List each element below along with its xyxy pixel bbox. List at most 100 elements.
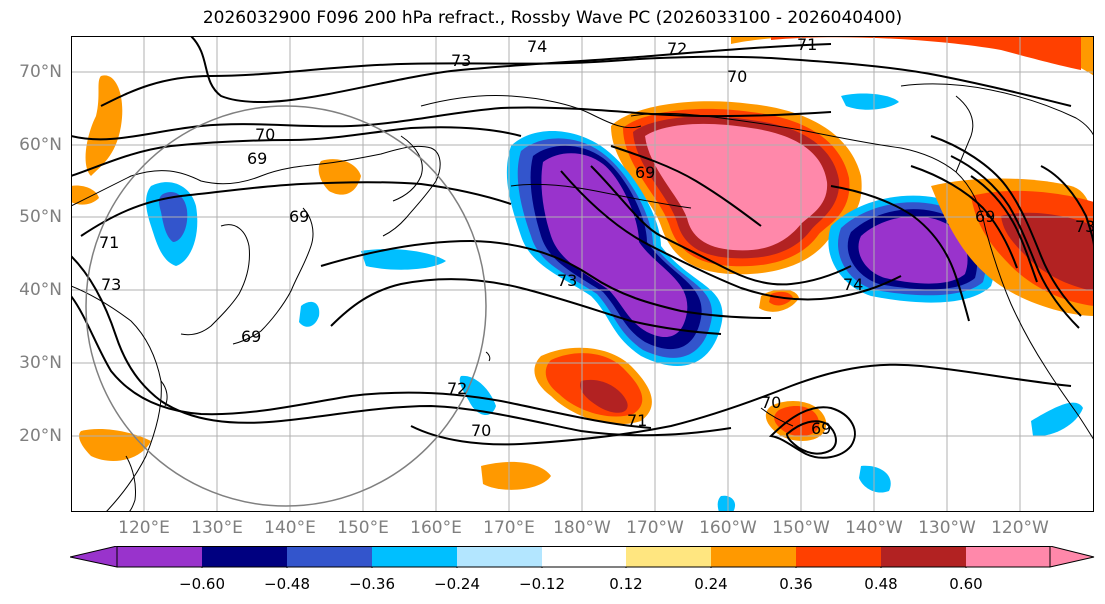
coastline-japan (232, 207, 314, 345)
colorbar (70, 546, 1095, 568)
negative-anomaly-patch (541, 153, 688, 338)
colorbar-tick-label: 0.60 (949, 575, 983, 593)
lon-label: 170°W (626, 518, 684, 538)
contour-label: 70 (761, 393, 781, 412)
coastline-aleutians (510, 183, 692, 209)
lat-label-50n: 50°N (19, 207, 62, 227)
contour-line (910, 165, 1018, 269)
contour-label: 71 (797, 36, 817, 54)
colorbar-segment (881, 546, 966, 567)
negative-anomaly-patch (1031, 402, 1083, 437)
colorbar-tick-label: 0.24 (694, 575, 728, 593)
contour-label: 74 (843, 275, 863, 294)
colorbar-segment (287, 546, 372, 567)
contour-line (785, 420, 837, 455)
negative-anomaly-patch (299, 301, 320, 327)
coastline-na-west (985, 230, 1094, 441)
coastline-korea-japan (180, 224, 250, 336)
coastline-kamchatka (392, 135, 423, 202)
contour-line (71, 295, 652, 429)
contour-labels: 74 72 73 71 70 70 69 69 69 71 73 73 69 7… (99, 36, 1094, 440)
contour-line (410, 363, 1072, 446)
contour-label: 73 (557, 271, 577, 290)
colorbar-segment (542, 546, 626, 567)
lon-label: 120°E (118, 518, 170, 538)
coastline-philippines (125, 455, 136, 512)
map-panel: 74 72 73 71 70 70 69 69 69 71 73 73 69 7… (71, 36, 1094, 512)
lon-label: 160°W (699, 518, 757, 538)
contour-label: 71 (627, 411, 647, 430)
map-title: 2026032900 F096 200 hPa refract., Rossby… (202, 8, 903, 28)
contour-label: 70 (255, 125, 275, 144)
contour-label: 69 (247, 149, 267, 168)
contour-line (610, 145, 762, 227)
colorbar-segment (796, 546, 881, 567)
colorbar-tick-label: 0.48 (864, 575, 898, 593)
contour-label: 73 (451, 51, 471, 70)
colorbar-segment (372, 546, 457, 567)
contour-line (930, 135, 1082, 317)
contour-label: 74 (527, 37, 547, 56)
lon-label: 140°W (845, 518, 903, 538)
contour-label: 72 (447, 379, 467, 398)
colorbar-segment (966, 546, 1050, 567)
colorbar-extend-high (1049, 546, 1095, 568)
colorbar-extend-low (70, 546, 118, 568)
positive-anomaly-patch (71, 185, 99, 205)
colorbar-segment (626, 546, 711, 567)
lat-label-70n: 70°N (19, 62, 62, 82)
positive-anomaly-patch (771, 36, 1081, 70)
lon-label: 140°E (264, 518, 316, 538)
lon-label: 150°W (772, 518, 830, 538)
positive-anomaly-patch (769, 291, 793, 306)
lon-label: 150°E (337, 518, 389, 538)
colorbar-tick-label: −0.48 (264, 575, 310, 593)
coastline-islands (485, 351, 491, 362)
contour-line (71, 106, 832, 141)
lon-label: 170°E (483, 518, 535, 538)
contour-line (768, 406, 856, 459)
colorbar-segment (202, 546, 287, 567)
coastline-asia (71, 145, 441, 237)
lat-label-40n: 40°N (19, 280, 62, 300)
negative-anomaly-patch (859, 465, 891, 493)
contour-label: 69 (635, 163, 655, 182)
colorbar-tick-label: −0.12 (519, 575, 565, 593)
coastline-na-north (900, 83, 1094, 137)
contour-line (320, 239, 772, 319)
reference-circle (85, 105, 487, 507)
negative-anomaly-patch (858, 216, 968, 284)
positive-anomaly-patch (481, 461, 551, 490)
colorbar-tick-label: −0.36 (349, 575, 395, 593)
lon-label: 130°E (191, 518, 243, 538)
contour-label: 70 (471, 421, 491, 440)
coastline-siberia (420, 95, 642, 129)
lon-label: 120°W (991, 518, 1049, 538)
contour-line (71, 255, 732, 437)
negative-anomaly-patch (361, 249, 446, 270)
positive-anomaly-patch (79, 429, 151, 461)
colorbar-tick-label: 0.12 (609, 575, 643, 593)
contour-label: 69 (811, 419, 831, 438)
contour-line (590, 165, 852, 286)
contour-line (830, 185, 970, 322)
colorbar-segment (457, 546, 542, 567)
contour-label: 69 (975, 207, 995, 226)
colorbar-segment (711, 546, 796, 567)
negative-anomaly-patch (717, 495, 736, 512)
positive-anomaly-patch (774, 406, 820, 437)
contour-label: 69 (289, 207, 309, 226)
lon-label: 180°W (553, 518, 611, 538)
lat-label-20n: 20°N (19, 426, 62, 446)
contour-label: 72 (667, 39, 687, 58)
contour-line (970, 175, 1038, 283)
colorbar-segment (117, 546, 202, 567)
contour-label: 71 (99, 233, 119, 252)
negative-anomaly-patch (841, 93, 899, 110)
contour-label: 70 (727, 67, 747, 86)
contours (71, 36, 1094, 459)
contour-line (190, 36, 832, 103)
contour-line (950, 155, 1080, 329)
contour-line (560, 170, 902, 301)
coastline-hawaii (760, 407, 794, 427)
